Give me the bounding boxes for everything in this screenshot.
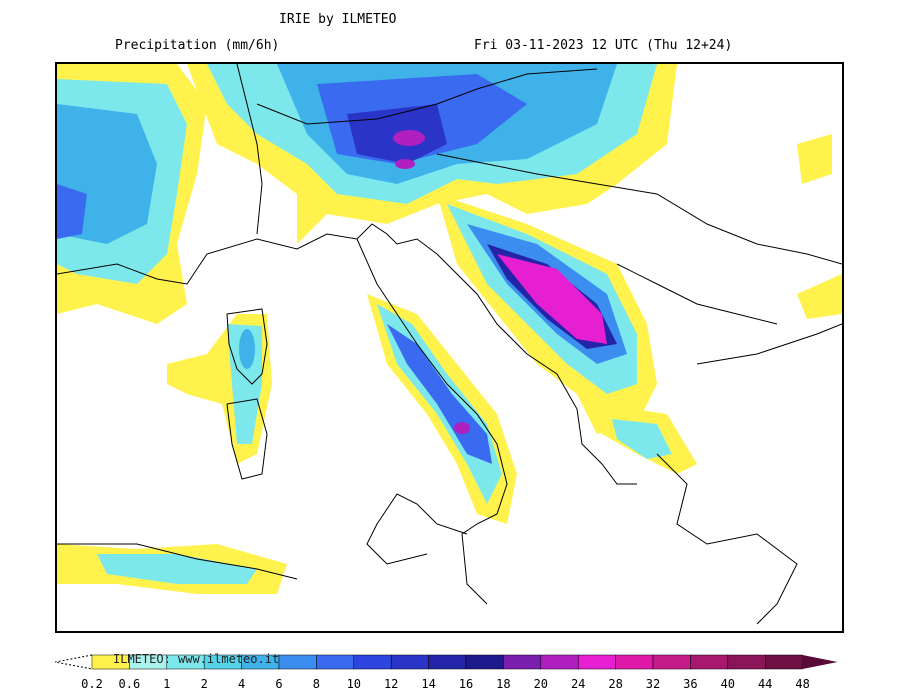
legend-swatch (503, 654, 542, 670)
legend-tick: 36 (683, 677, 698, 691)
legend-tick: 16 (458, 677, 474, 691)
legend-swatch (353, 654, 392, 670)
legend-under-range (55, 654, 93, 670)
chart-title: IRIE by ILMETEO (279, 12, 397, 27)
legend-swatch (316, 654, 355, 670)
legend-swatch (615, 654, 654, 670)
map-canvas (57, 64, 842, 625)
legend-watermark: ILMETEO: www.ilmeteo.it (113, 652, 280, 666)
legend-tick: 40 (720, 677, 736, 691)
precip-field-italy-south (367, 294, 517, 524)
legend-swatch (577, 654, 616, 670)
legend-tick: 10 (346, 677, 362, 691)
legend-tick: 2 (200, 677, 208, 691)
precip-field-corsica-sardinia (167, 314, 272, 464)
legend-tick: 18 (496, 677, 511, 691)
legend-swatch (428, 654, 467, 670)
legend-swatch (465, 654, 504, 670)
legend-tick: 32 (645, 677, 661, 691)
legend-swatch (690, 654, 729, 670)
legend-tick: 4 (237, 677, 246, 691)
legend-swatch (764, 654, 803, 670)
color-scale-bar (55, 654, 838, 670)
legend-tick: 28 (608, 677, 623, 691)
legend-over-range (802, 655, 838, 669)
legend-tick: 14 (421, 677, 436, 691)
legend-tick: 48 (795, 677, 810, 691)
legend-tick: 8 (312, 677, 321, 691)
legend-tick: 12 (383, 677, 399, 691)
precip-field-north-africa (57, 544, 287, 594)
legend-tick: 24 (570, 677, 586, 691)
legend-swatch (652, 654, 691, 670)
precip-field-balkans (437, 194, 657, 434)
precip-field-west (57, 64, 207, 324)
precip-field-greece (597, 134, 842, 474)
coastlines (57, 64, 842, 625)
legend-swatch (540, 654, 579, 670)
legend-swatch (278, 654, 317, 670)
legend-tick: 1 (163, 677, 171, 691)
precipitation-map (55, 62, 844, 633)
legend-swatch (390, 654, 429, 670)
precip-field-alps (187, 64, 677, 244)
legend-tick: 20 (533, 677, 549, 691)
legend-tick: 0.6 (118, 677, 141, 691)
legend-tick: 0.2 (81, 677, 103, 691)
legend-tick: 44 (757, 677, 773, 691)
legend-swatch (727, 654, 766, 670)
legend-tick: 6 (275, 677, 283, 691)
valid-time-label: Fri 03-11-2023 12 UTC (Thu 12+24) (474, 38, 733, 53)
variable-label: Precipitation (mm/6h) (115, 38, 280, 53)
